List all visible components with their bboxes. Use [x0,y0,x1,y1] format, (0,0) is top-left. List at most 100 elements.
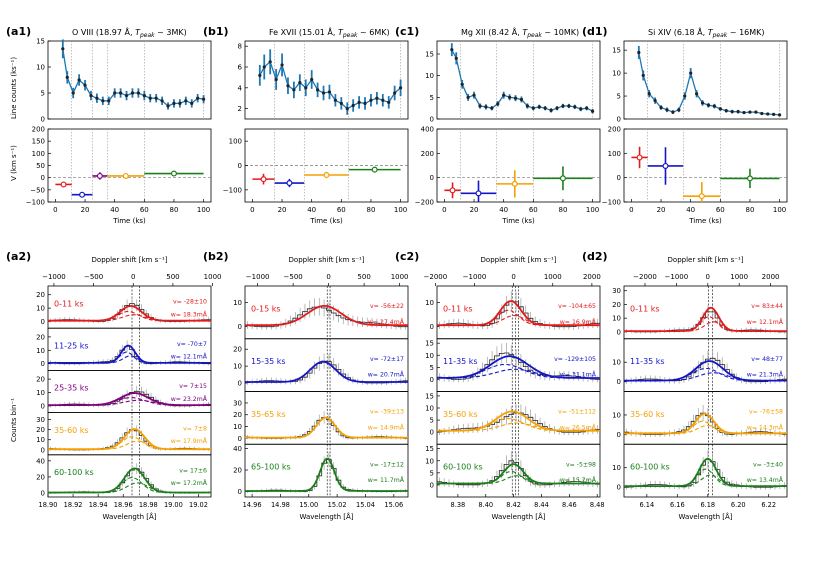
lightcurve-point [262,65,266,69]
doppler-tick-label: 1000 [730,273,748,281]
ytick-label: 150 [32,138,45,146]
interval-label: 35-60 ks [443,410,478,419]
xtick-label: 80 [366,206,375,214]
ytick-label: 20 [36,291,45,299]
velocity-point [746,175,753,182]
wavelength-tick-label: 6.22 [761,501,776,509]
width-annotation: w= 15.7mÅ [560,475,597,484]
lightcurve-point [706,103,711,107]
ytick-label: 200 [608,126,621,134]
ytick-label: 2 [238,105,242,113]
lightcurve-point [754,110,758,114]
xlabel-doppler: Doppler shift [km s⁻¹] [668,256,744,264]
xtick-label: 60 [140,206,149,214]
lightcurve-point [71,91,75,95]
xlabel-time: Time (ks) [112,217,146,225]
title-tpeak-sub: peak [342,32,358,39]
wavelength-tick-label: 8.40 [478,501,493,509]
ylabel-line-counts: Line counts (ks⁻¹) [10,57,18,119]
xlabel-wavelength: Wavelength [Å] [299,512,353,521]
lightcurve-point [736,110,740,114]
fit-curve [624,360,787,382]
velocity-annotation: v= 48±77 [751,356,783,363]
ytick-label: 400 [421,126,434,134]
xlabel-wavelength: Wavelength [Å] [678,512,732,521]
spectrum-row: 0 20 40 60-100 ks v= 17±6 w= 17.2mÅ [36,454,212,497]
lightcurve-point [748,110,752,114]
wavelength-tick-label: 18.96 [114,501,133,509]
lightcurve-point [65,75,69,79]
wavelength-tick-label: 6.14 [640,501,655,509]
width-annotation: w= 31.1mÅ [560,370,597,379]
ytick-label: 10 [425,299,434,307]
ytick-label: 10 [36,64,45,72]
panel-label: (b2) [203,250,229,263]
ytick-label: 0 [617,378,621,386]
column-c: (c1) Mg XII (8.42 Å, Tpeak ~ 10MK) 0 5 10 15 −… [395,25,605,521]
velocity-point [286,180,293,187]
lightcurve-point [351,103,355,108]
lightcurve-point [89,94,93,98]
title-tail: ~ 10MK) [542,28,579,37]
ytick-label: 5 [430,364,434,372]
spectrum-row: 0 10 20 0-11 ks v= -28±10 w= 18.3mÅ [36,285,212,329]
lightcurve-point [387,100,391,104]
interval-label: 35-60 ks [630,410,665,419]
ytick-label: 20 [233,411,242,419]
ytick-label: 30 [36,416,45,424]
fit-curve [436,355,600,379]
lightcurve-point [124,94,129,98]
wavelength-tick-label: 6.18 [700,501,715,509]
column-b: (b1) Fe XVII (15.01 Å, Tpeak ~ 6MK) 2 4 6 8 −1… [203,25,409,521]
interval-label: 11-35 ks [443,357,478,366]
lightcurve-point [766,112,770,116]
lightcurve-frame [244,40,409,120]
ytick-label: 0 [617,431,621,439]
ytick-label: 0 [41,318,45,326]
fit-curve [437,300,600,327]
interval-label: 65-100 ks [251,463,291,472]
xtick-label: 40 [686,206,695,214]
xlabel-time: Time (ks) [501,217,535,225]
ytick-label: 100 [32,150,45,158]
width-annotation: w= 12.1mÅ [171,352,208,361]
lightcurve-point [190,101,194,105]
spectrum-row: 0 10 20 30 35-65 ks v= -39±13 w= 14.9mÅ [233,391,409,445]
velocity-annotation: v= -72±17 [370,356,404,363]
interval-label: 0-11 ks [54,299,84,308]
ytick-label: 0 [617,116,621,124]
ytick-label: 10 [36,347,45,355]
xlabel-time: Time (ks) [688,217,722,225]
xtick-label: 40 [110,206,119,214]
fit-curve [48,305,211,322]
title-tail: ~ 16MK) [727,28,764,37]
ytick-label: 0 [238,380,242,388]
wavelength-tick-label: 6.20 [731,501,746,509]
doppler-tick-label: 0 [706,273,710,281]
ytick-label: −50 [30,186,45,194]
velocity-point [122,172,129,179]
lightcurve-point [196,96,200,100]
wavelength-tick-label: 15.06 [384,501,403,509]
ytick-label: 0 [41,360,45,368]
ytick-label: 5 [617,93,621,101]
xtick-label: 0 [442,206,446,214]
ytick-label: 20 [36,376,45,384]
wavelength-tick-label: 15.02 [328,501,347,509]
lightcurve-point [61,47,65,51]
title-tail: ~ 6MK) [358,28,390,37]
ytick-label: 10 [612,359,621,367]
ytick-label: −100 [223,186,242,194]
spectrum-row: 0 10 20 25-35 ks v= 7±15 w= 23.2mÅ [36,369,212,413]
velocity-annotation: v= -70±7 [177,341,207,348]
spectrum-frame [244,443,409,498]
lightcurve-point [760,111,764,116]
panel-label: (d2) [582,250,608,263]
ytick-label: 10 [425,457,434,465]
lightcurve-point [113,91,117,95]
lightcurve-point [280,63,284,67]
velocity-point [96,172,103,179]
ytick-label: 20 [36,333,45,341]
ytick-label: 0 [238,162,242,170]
lightcurve-point [641,73,645,78]
